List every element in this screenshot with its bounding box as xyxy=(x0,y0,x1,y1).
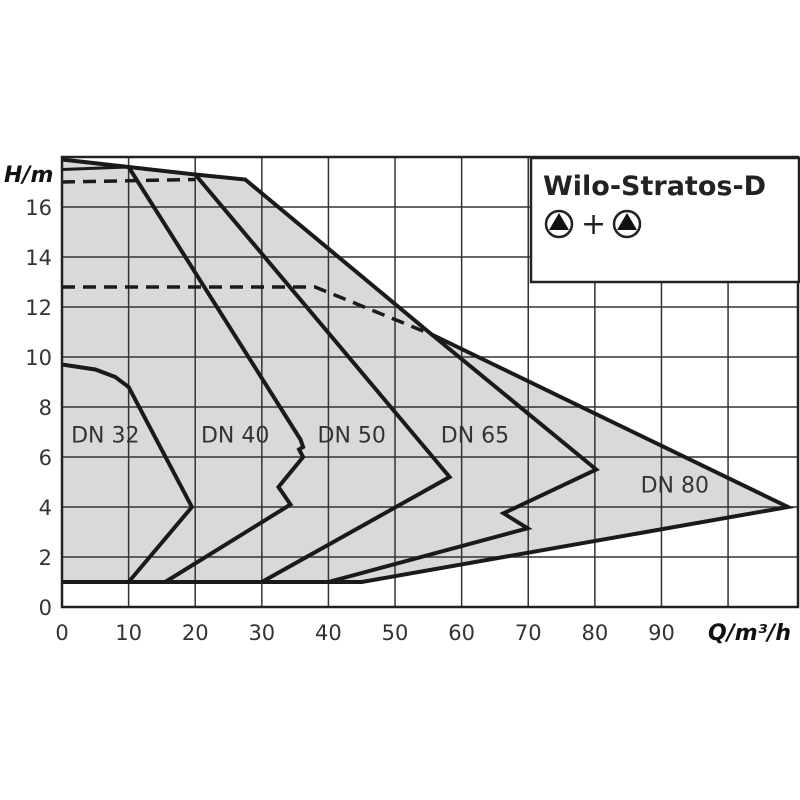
x-axis-label: Q/m³/h xyxy=(708,621,791,646)
series-line-dn-50 xyxy=(128,165,453,584)
x-tick-label: 40 xyxy=(315,621,342,645)
x-tick-label: 50 xyxy=(382,621,409,645)
series-line-dn-80 xyxy=(62,332,795,584)
series-label: DN 40 xyxy=(201,424,269,449)
series-label: DN 50 xyxy=(318,424,386,449)
x-tick-label: 20 xyxy=(182,621,209,645)
y-tick-label: 0 xyxy=(39,596,52,620)
series-line-dn-32 xyxy=(61,362,195,584)
y-axis-label: H/m xyxy=(4,163,53,188)
y-tick-label: 6 xyxy=(39,446,52,470)
x-tick-label: 30 xyxy=(248,621,275,645)
y-tick-label: 8 xyxy=(39,396,52,420)
legend-box: Wilo-Stratos-D + xyxy=(529,156,800,284)
plot-frame xyxy=(60,155,800,609)
chart-title: Wilo-Stratos-D xyxy=(543,171,766,202)
series-label: DN 80 xyxy=(641,474,709,499)
series-line-dn-65 xyxy=(195,172,600,584)
pump-icon xyxy=(544,209,574,239)
series-label: DN 65 xyxy=(441,424,509,449)
x-tick-label: 90 xyxy=(648,621,675,645)
y-tick-label: 12 xyxy=(25,296,52,320)
solid-curve xyxy=(61,165,129,171)
y-tick-label: 16 xyxy=(25,196,52,220)
operating-range-fill xyxy=(62,159,788,582)
x-tick-label: 70 xyxy=(515,621,542,645)
x-tick-label: 0 xyxy=(55,621,68,645)
y-tick-label: 10 xyxy=(25,346,52,370)
series-label: DN 32 xyxy=(71,424,139,449)
plus-sign: + xyxy=(581,207,606,242)
x-tick-label: 60 xyxy=(448,621,475,645)
y-tick-label: 2 xyxy=(39,546,52,570)
pump-icon xyxy=(612,209,642,239)
series-line-dn-40 xyxy=(61,157,306,584)
dashed-curve xyxy=(61,177,196,184)
dashed-curve xyxy=(62,285,433,337)
x-tick-label: 10 xyxy=(115,621,142,645)
y-tick-label: 14 xyxy=(25,246,52,270)
x-tick-label: 80 xyxy=(581,621,608,645)
y-tick-label: 4 xyxy=(39,496,52,520)
